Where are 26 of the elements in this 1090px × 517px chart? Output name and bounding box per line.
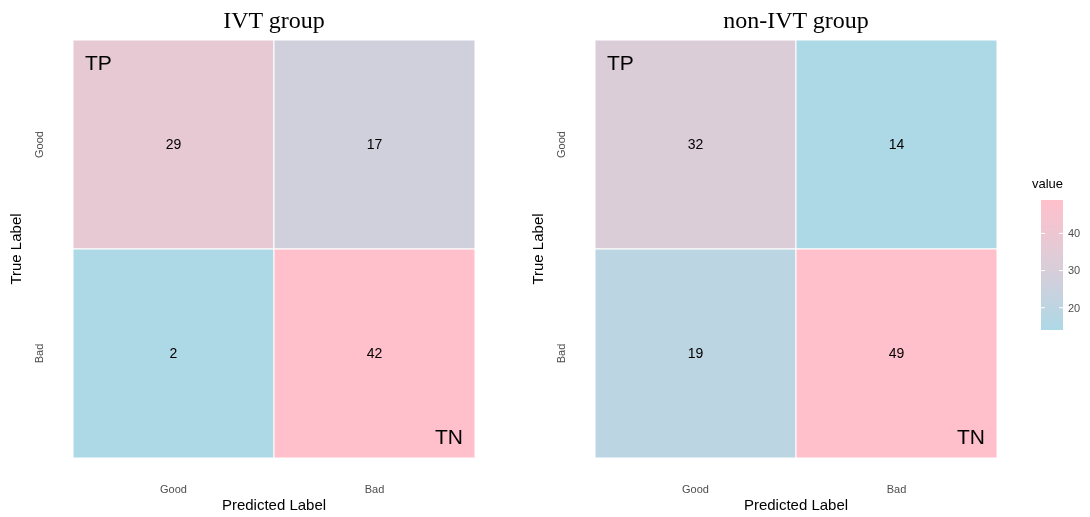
- data-label: 42: [366, 345, 383, 362]
- annotation: TP: [85, 51, 112, 74]
- x-axis-title: Predicted Label: [743, 496, 849, 513]
- data-label: 49: [888, 345, 905, 362]
- x-tick-label: Bad: [364, 483, 385, 495]
- x-tick-label: Good: [160, 483, 187, 495]
- data-label: 32: [687, 136, 704, 153]
- data-label: 29: [165, 136, 182, 153]
- x-tick-label: Bad: [886, 483, 907, 495]
- annotation: TN: [957, 425, 985, 448]
- y-axis-title: True Label: [529, 213, 546, 285]
- x-axis-title: Predicted Label: [221, 496, 327, 513]
- data-label: 2: [169, 345, 178, 362]
- x-tick-label: Good: [682, 483, 709, 495]
- y-axis-title: True Label: [7, 213, 24, 285]
- color-bar-label: 20: [1068, 301, 1081, 314]
- color-bar-label: 40: [1068, 227, 1081, 240]
- chart-title: IVT group: [223, 7, 325, 33]
- color-bar-title: value: [1032, 176, 1064, 191]
- data-label: 17: [366, 136, 383, 153]
- annotation: TP: [607, 51, 634, 74]
- data-label: 14: [888, 136, 905, 153]
- chart-title: non-IVT group: [723, 7, 869, 33]
- color-bar-label: 30: [1068, 264, 1081, 277]
- data-label: 19: [687, 345, 704, 362]
- annotation: TN: [435, 425, 463, 448]
